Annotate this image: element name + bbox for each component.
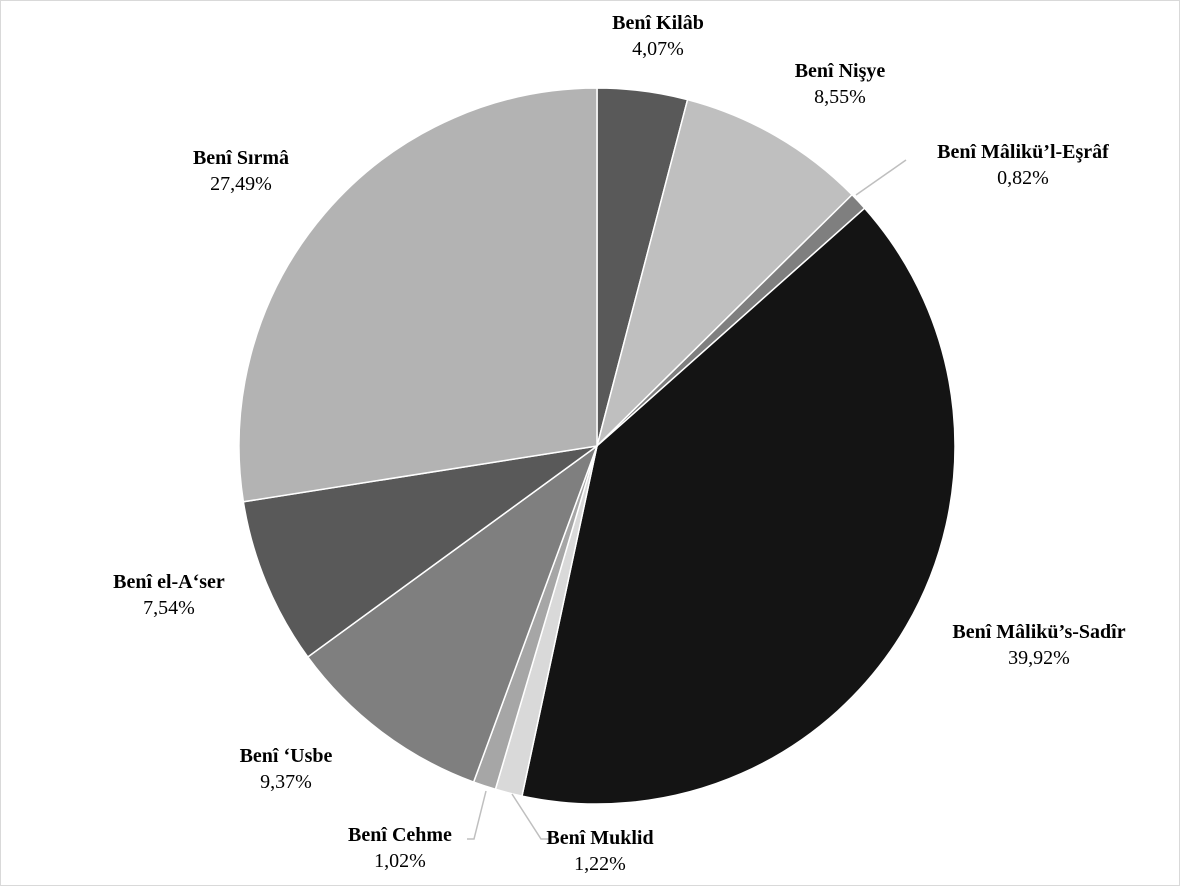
pie-slice-beni-s-rma <box>238 87 598 503</box>
pie-slice-beni-el-a-ser <box>242 445 598 659</box>
leader-line-beni-cehme <box>467 790 487 840</box>
slice-label-value-beni-s-rma: 27,49% <box>210 173 272 195</box>
slice-label-name-beni-s-rma: Benî Sırmâ <box>193 147 289 169</box>
slice-label-name-beni-maliku-l-esraf: Benî Mâlikü’l-Eşrâf <box>937 141 1109 163</box>
slice-label-value-beni-muklid: 1,22% <box>574 853 626 875</box>
leader-line-beni-maliku-l-esraf <box>855 159 907 196</box>
slice-label-name-beni-nisye: Benî Nişye <box>795 60 886 82</box>
slice-label-value-beni-maliku-s-sadir: 39,92% <box>1008 647 1070 669</box>
slice-label-value-beni-maliku-l-esraf: 0,82% <box>997 167 1049 189</box>
pie-slice-beni-nisye <box>595 98 854 449</box>
slice-label-name-beni-el-a-ser: Benî el-A‘ser <box>113 571 225 593</box>
slice-label-value-beni-el-a-ser: 7,54% <box>143 597 195 619</box>
slice-label-name-beni-kilab: Benî Kilâb <box>612 12 704 34</box>
pie-slices <box>238 87 956 805</box>
slice-label-value-beni-nisye: 8,55% <box>814 86 866 108</box>
slice-label-name-beni-maliku-s-sadir: Benî Mâlikü’s-Sadîr <box>952 621 1125 643</box>
leader-lines <box>467 159 907 840</box>
slice-label-name-beni-usbe: Benî ‘Usbe <box>240 745 333 767</box>
slice-label-name-beni-cehme: Benî Cehme <box>348 824 452 846</box>
slice-label-value-beni-usbe: 9,37% <box>260 771 312 793</box>
slice-label-name-beni-muklid: Benî Muklid <box>546 827 653 849</box>
pie-slice-beni-usbe <box>306 443 599 784</box>
slice-label-value-beni-kilab: 4,07% <box>632 38 684 60</box>
pie-slice-beni-maliku-s-sadir <box>521 207 956 805</box>
slice-label-value-beni-cehme: 1,02% <box>374 850 426 872</box>
leader-line-beni-muklid <box>511 793 549 840</box>
slice-labels: Benî Kilâb 4,07% Benî Nişye 8,55% Benî Mâlik… <box>113 12 1126 875</box>
